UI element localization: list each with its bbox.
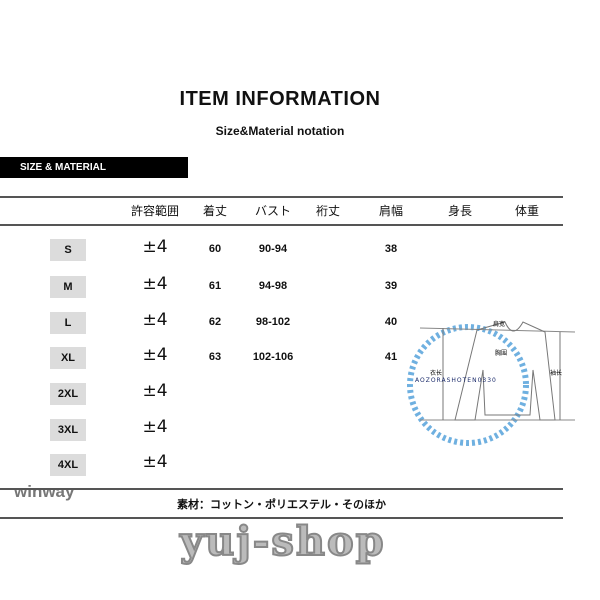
size-label: 4XL xyxy=(50,454,86,476)
diagram-label: 衣长 xyxy=(430,369,442,377)
divider xyxy=(0,488,563,490)
column-header: 肩幅 xyxy=(378,204,403,218)
garment-diagram: AOZORASHOTEN0330 肩宽 胸围 衣长 袖长 xyxy=(407,320,576,446)
bust-cell: 94-98 xyxy=(258,280,288,292)
bust-cell: 102-106 xyxy=(252,351,294,363)
tolerance-cell: ±4 xyxy=(142,237,168,257)
tolerance-cell: ±4 xyxy=(142,274,168,294)
divider xyxy=(0,224,563,226)
length-cell: 62 xyxy=(208,316,222,328)
tolerance-cell: ±4 xyxy=(142,310,168,330)
page-subtitle: Size&Material notation xyxy=(215,124,345,138)
wreath-watermark xyxy=(407,324,529,446)
size-label: M xyxy=(50,276,86,298)
column-header: バスト xyxy=(254,204,291,218)
shoulder-cell: 41 xyxy=(384,351,398,363)
bust-cell: 98-102 xyxy=(255,316,291,328)
material-note: 素材：コットン・ポリエステル・そのほか xyxy=(177,498,386,511)
column-header: 身長 xyxy=(447,204,472,218)
watermark-text: winway xyxy=(14,482,75,501)
length-cell: 60 xyxy=(208,243,222,255)
size-label: L xyxy=(50,312,86,334)
shop-logo: yuj-shop xyxy=(179,517,386,566)
shoulder-cell: 38 xyxy=(384,243,398,255)
divider xyxy=(0,517,563,519)
page-title: ITEM INFORMATION xyxy=(179,88,381,110)
bust-cell: 90-94 xyxy=(258,243,288,255)
length-cell: 61 xyxy=(208,280,222,292)
tolerance-cell: ±4 xyxy=(142,345,168,365)
diagram-watermark-text: AOZORASHOTEN0330 xyxy=(415,377,497,384)
diagram-label: 胸围 xyxy=(495,349,507,357)
shoulder-cell: 40 xyxy=(384,316,398,328)
shoulder-cell: 39 xyxy=(384,280,398,292)
tolerance-cell: ±4 xyxy=(142,417,168,437)
tolerance-cell: ±4 xyxy=(142,381,168,401)
diagram-label: 袖长 xyxy=(550,369,562,377)
section-label: SIZE & MATERIAL xyxy=(0,157,188,178)
column-header: 裄丈 xyxy=(315,204,340,218)
column-header: 着丈 xyxy=(202,204,227,218)
column-header: 体重 xyxy=(514,204,539,218)
tolerance-cell: ±4 xyxy=(142,452,168,472)
size-label: S xyxy=(50,239,86,261)
divider xyxy=(0,196,563,198)
size-label: XL xyxy=(50,347,86,369)
diagram-label: 肩宽 xyxy=(493,320,505,328)
size-label: 3XL xyxy=(50,419,86,441)
column-header: 許容範囲 xyxy=(130,204,179,218)
length-cell: 63 xyxy=(208,351,222,363)
size-label: 2XL xyxy=(50,383,86,405)
